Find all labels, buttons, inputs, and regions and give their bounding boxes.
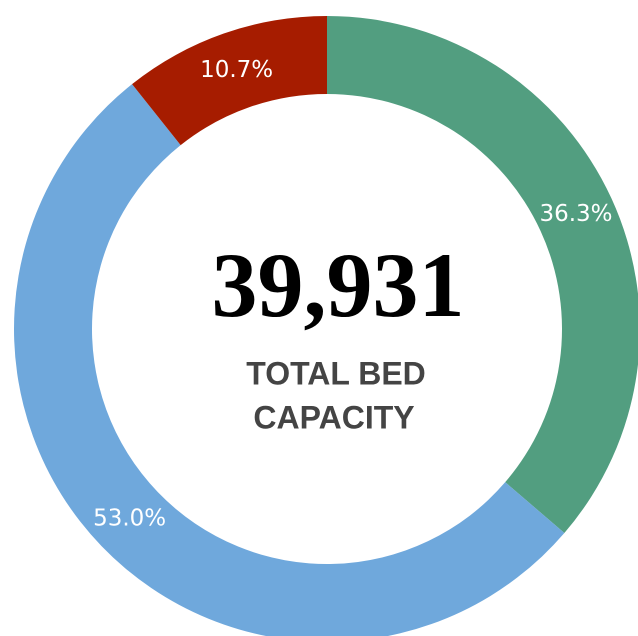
slice-label: 53.0% <box>93 506 166 532</box>
donut <box>14 16 638 636</box>
slice-label: 10.7% <box>200 57 273 83</box>
slice-label: 36.3% <box>539 201 612 227</box>
donut-slice <box>327 16 638 534</box>
donut-slice <box>14 84 565 636</box>
center-label: CAPACITY <box>253 399 414 435</box>
center-label: TOTAL BED <box>246 355 426 391</box>
donut-slice <box>132 16 327 146</box>
center-value: 39,931 <box>212 234 465 336</box>
